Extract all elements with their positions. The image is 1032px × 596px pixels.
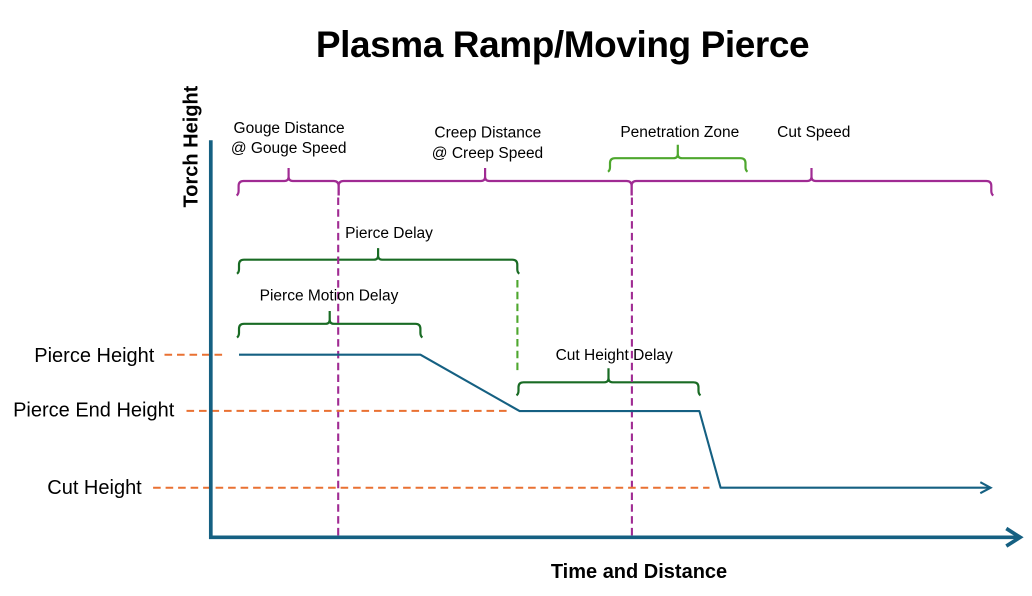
svg-text:Pierce End Height: Pierce End Height xyxy=(13,400,175,422)
svg-text:Pierce Height: Pierce Height xyxy=(34,345,155,367)
svg-text:@ Gouge Speed: @ Gouge Speed xyxy=(231,140,347,157)
svg-text:@ Creep Speed: @ Creep Speed xyxy=(432,145,543,162)
svg-text:Time and Distance: Time and Distance xyxy=(551,561,727,583)
svg-text:Plasma Ramp/Moving Pierce: Plasma Ramp/Moving Pierce xyxy=(316,24,809,65)
svg-text:Pierce Motion Delay: Pierce Motion Delay xyxy=(260,288,399,305)
svg-text:Torch Height: Torch Height xyxy=(181,85,203,207)
svg-text:Penetration Zone: Penetration Zone xyxy=(620,124,739,141)
svg-text:Gouge Distance: Gouge Distance xyxy=(234,120,345,137)
svg-text:Creep Distance: Creep Distance xyxy=(434,125,541,142)
svg-text:Pierce Delay: Pierce Delay xyxy=(345,225,433,242)
svg-text:Cut Height Delay: Cut Height Delay xyxy=(556,347,673,364)
svg-text:Cut Height: Cut Height xyxy=(47,477,142,499)
svg-text:Cut Speed: Cut Speed xyxy=(777,124,850,141)
